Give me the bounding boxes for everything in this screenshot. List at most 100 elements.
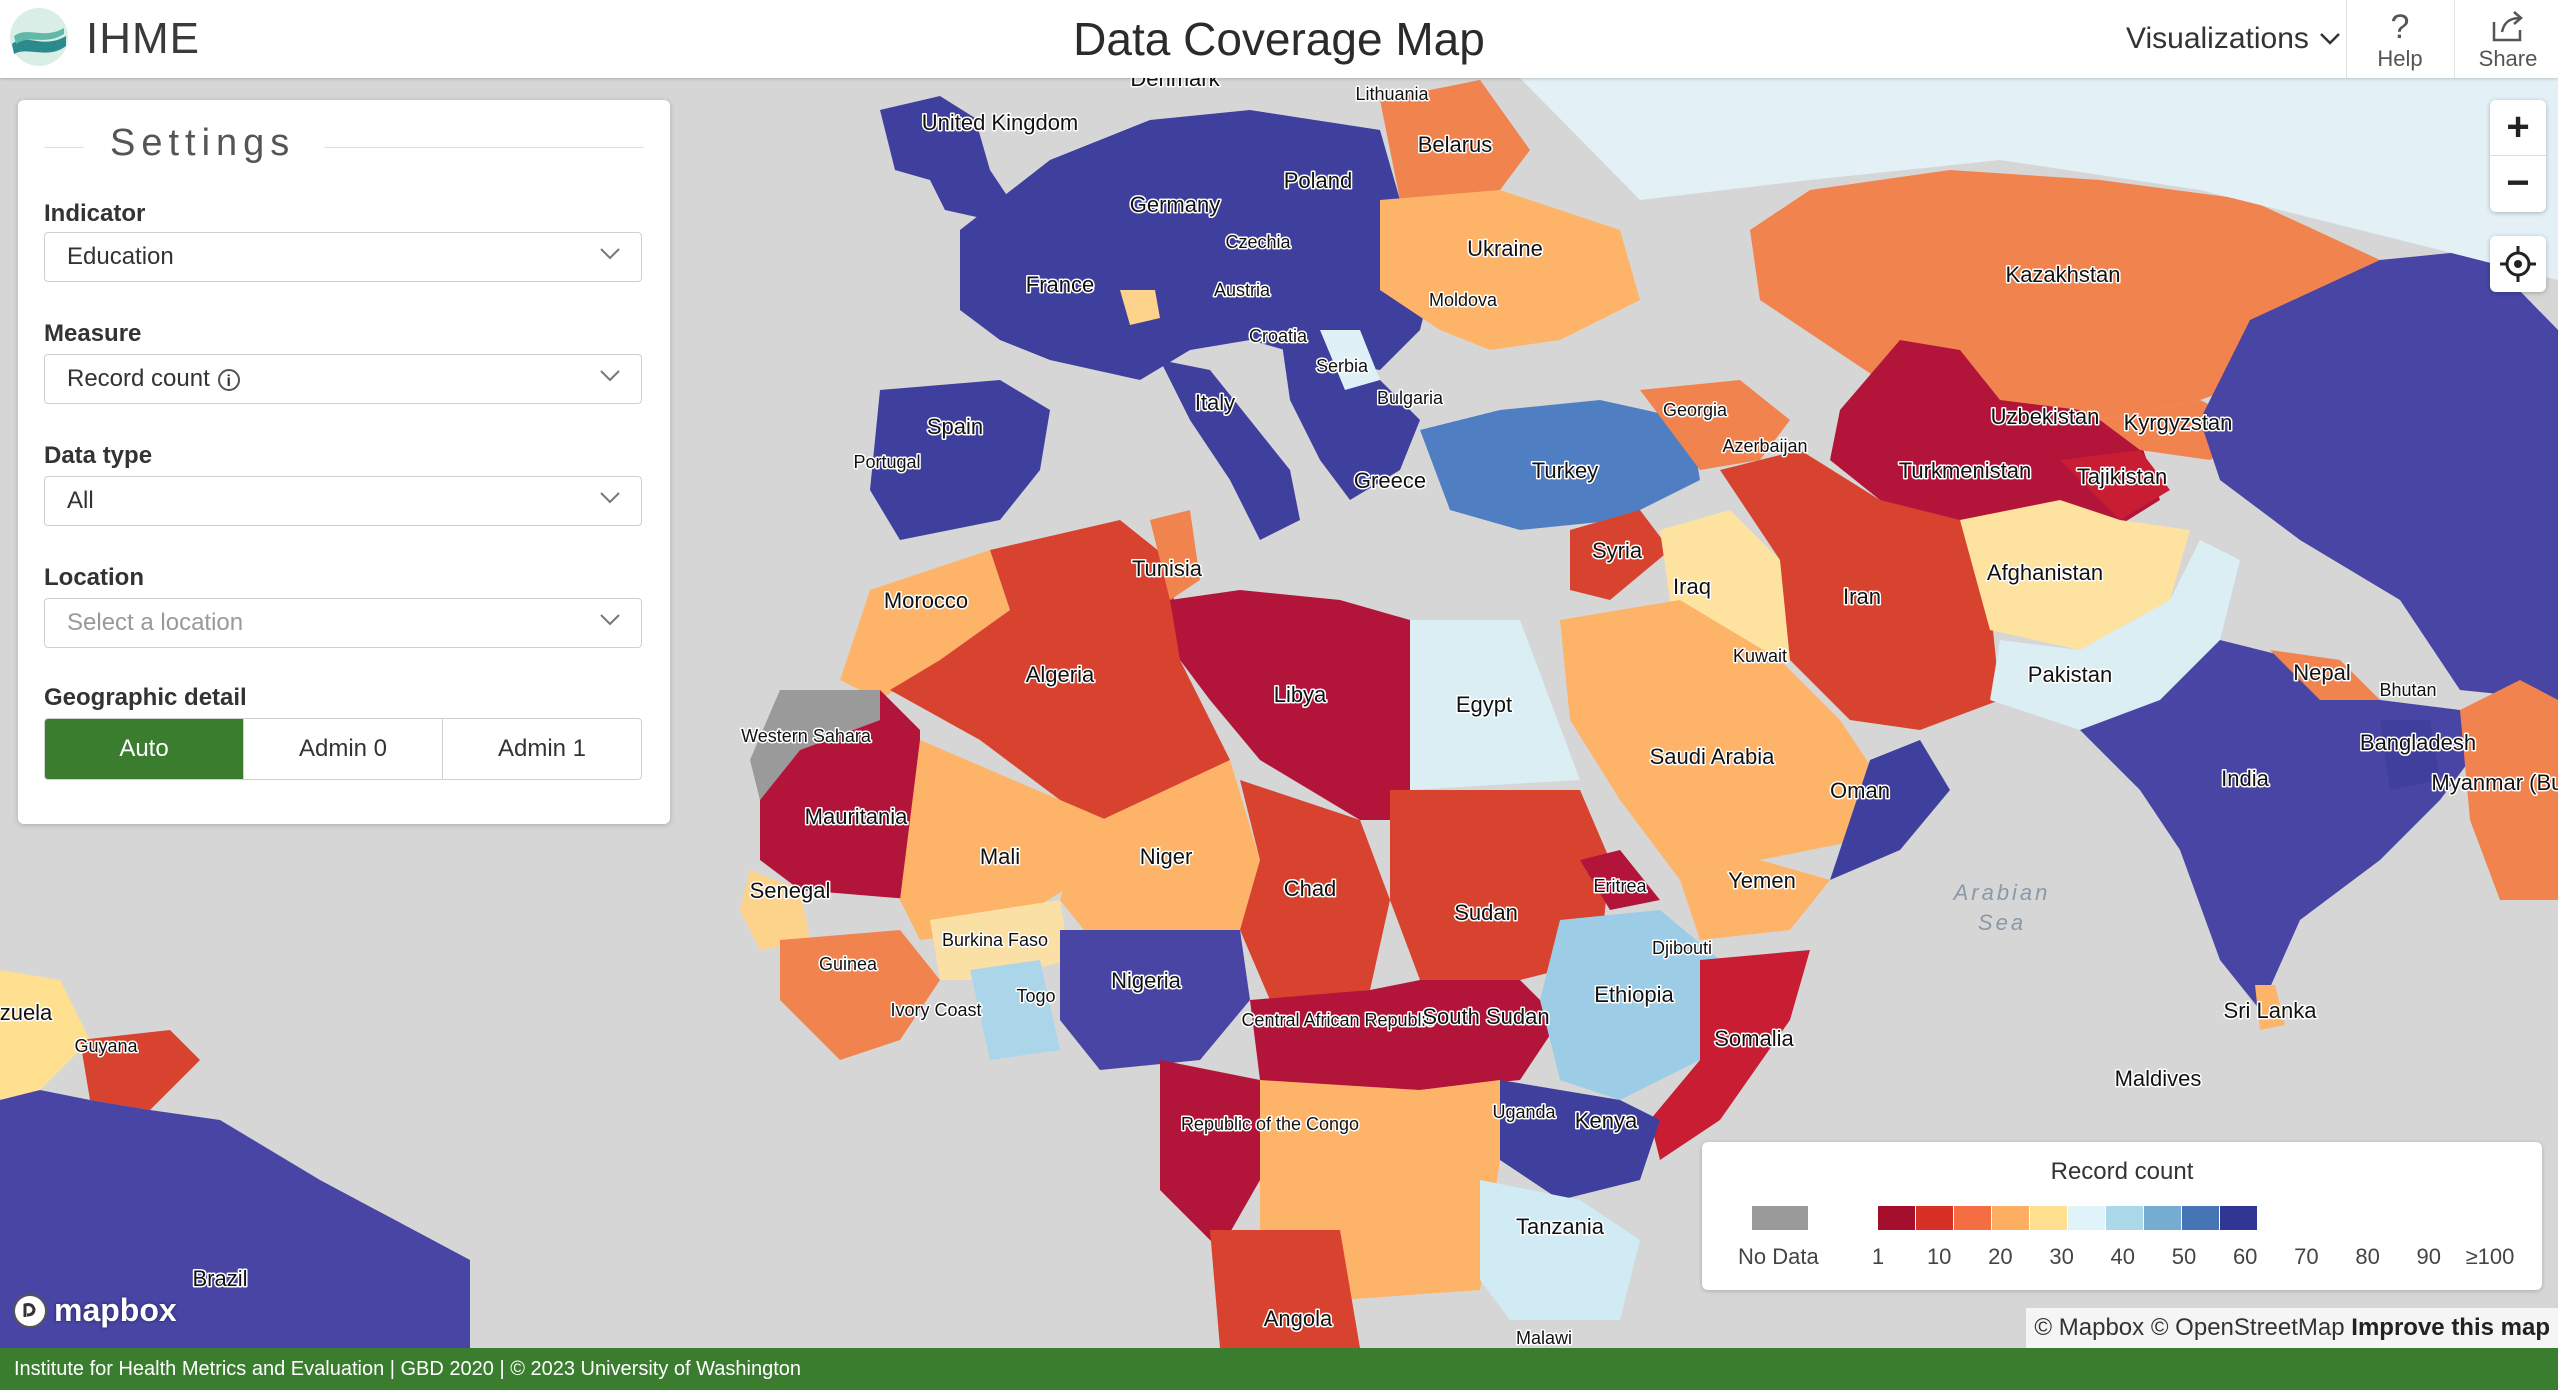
- improve-map-link[interactable]: Improve this map: [2351, 1314, 2550, 1341]
- region-italy[interactable]: [1160, 360, 1300, 540]
- region-united-kingdom[interactable]: [880, 96, 1010, 220]
- legend-swatch: [1878, 1206, 1915, 1230]
- map-legend: Record count No Data 1 10 20 30 40 50 60 70 80 90…: [1702, 1142, 2542, 1290]
- region-guinea-coast[interactable]: [780, 930, 940, 1060]
- region-caucasus[interactable]: [1640, 380, 1790, 470]
- region-syria[interactable]: [1570, 510, 1670, 600]
- region-guyana[interactable]: [80, 1030, 200, 1110]
- region-sri-lanka[interactable]: [2255, 985, 2285, 1030]
- help-button[interactable]: ? Help: [2346, 0, 2454, 78]
- region-turkey[interactable]: [1420, 400, 1700, 530]
- map-label: Turkmenistan: [1899, 458, 2031, 483]
- region-mauritania[interactable]: [760, 690, 920, 900]
- region-somalia[interactable]: [1650, 950, 1810, 1160]
- region-nigeria[interactable]: [1060, 930, 1250, 1070]
- region-senegal-coast[interactable]: [740, 870, 810, 950]
- region-western-sahara[interactable]: [750, 690, 880, 800]
- region-iberia[interactable]: [870, 380, 1050, 540]
- region-tanzania[interactable]: [1480, 1180, 1640, 1320]
- region-bangladesh[interactable]: [2380, 720, 2440, 790]
- region-europe-central[interactable]: [960, 110, 1440, 380]
- region-iraq[interactable]: [1660, 510, 1790, 670]
- mapbox-logo[interactable]: mapbox: [12, 1292, 177, 1329]
- region-yemen[interactable]: [1680, 860, 1830, 940]
- region-algeria[interactable]: [890, 520, 1230, 830]
- geographic-detail-label: Geographic detail: [44, 684, 247, 711]
- map-label: Central African Republic: [1241, 1010, 1434, 1030]
- region-libya[interactable]: [1170, 590, 1410, 820]
- region-tajikistan[interactable]: [2060, 450, 2170, 520]
- map-label: Bangladesh: [2360, 730, 2476, 755]
- region-afghanistan[interactable]: [1960, 500, 2190, 650]
- region-iran[interactable]: [1720, 450, 2000, 730]
- region-venezuela[interactable]: [0, 970, 90, 1100]
- region-saudi-arabia[interactable]: [1560, 600, 1880, 880]
- location-select[interactable]: Select a location: [44, 598, 642, 648]
- data-type-value: All: [67, 487, 94, 514]
- region-balkans[interactable]: [1280, 330, 1420, 500]
- data-type-select[interactable]: All: [44, 476, 642, 526]
- region-france-spot[interactable]: [1120, 290, 1160, 325]
- zoom-out-button[interactable]: −: [2506, 161, 2530, 205]
- region-congo[interactable]: [1160, 1060, 1260, 1250]
- legend-tick: 50: [2171, 1244, 2197, 1269]
- region-myanmar[interactable]: [2460, 680, 2558, 900]
- region-china[interactable]: [2200, 250, 2558, 700]
- region-eritrea[interactable]: [1580, 850, 1660, 910]
- region-kenya-uganda[interactable]: [1500, 1080, 1660, 1200]
- region-egypt[interactable]: [1410, 620, 1580, 790]
- region-tunisia[interactable]: [1150, 510, 1200, 600]
- region-burkina-faso[interactable]: [930, 900, 1070, 980]
- map-label: Azerbaijan: [1722, 436, 1807, 456]
- region-sudan[interactable]: [1390, 790, 1610, 980]
- map-label: Spain: [927, 414, 983, 439]
- map-label: Djibouti: [1652, 938, 1712, 958]
- zoom-in-button[interactable]: +: [2490, 100, 2546, 156]
- map-label: Denmark: [1130, 78, 1220, 91]
- visualizations-menu[interactable]: Visualizations: [2126, 22, 2341, 56]
- map-label: Mauritania: [805, 804, 908, 829]
- map-label: Afghanistan: [1987, 560, 2103, 585]
- region-serbia[interactable]: [1320, 330, 1380, 390]
- map-label: Guyana: [74, 1036, 138, 1056]
- region-chad[interactable]: [1240, 780, 1390, 1000]
- indicator-select[interactable]: Education: [44, 232, 642, 282]
- region-india[interactable]: [2080, 640, 2470, 1010]
- region-uzbekistan-turkmenistan[interactable]: [1830, 340, 2160, 550]
- region-angola[interactable]: [1210, 1230, 1360, 1348]
- map-label: Poland: [1284, 168, 1353, 193]
- region-mali[interactable]: [900, 740, 1130, 940]
- region-ethiopia[interactable]: [1540, 910, 1720, 1100]
- geo-option-admin-1[interactable]: Admin 1: [497, 735, 587, 762]
- map-label: Moldova: [1429, 290, 1498, 310]
- region-morocco[interactable]: [840, 550, 1010, 700]
- map-label: Portugal: [853, 452, 920, 472]
- region-niger[interactable]: [1060, 760, 1260, 950]
- locate-button[interactable]: [2490, 236, 2546, 292]
- region-oman[interactable]: [1830, 740, 1950, 880]
- region-ghana-togo[interactable]: [970, 960, 1060, 1060]
- legend-swatch: [2030, 1206, 2067, 1230]
- map-label: Myanmar (Burma): [2431, 770, 2558, 795]
- region-ukraine[interactable]: [1380, 190, 1640, 350]
- region-nepal[interactable]: [2270, 650, 2380, 700]
- legend-tick: 30: [2049, 1244, 2074, 1269]
- geo-option-admin-0[interactable]: Admin 0: [244, 719, 443, 779]
- legend-swatch: [2068, 1206, 2105, 1230]
- measure-select[interactable]: Record count i: [44, 354, 642, 404]
- attribution-mapbox[interactable]: © Mapbox: [2034, 1314, 2145, 1341]
- legend-tick: 70: [2294, 1244, 2319, 1269]
- map-label: Chad: [1284, 876, 1337, 901]
- region-brazil[interactable]: [0, 1090, 470, 1348]
- info-icon[interactable]: i: [217, 368, 240, 391]
- map-label: Mali: [980, 844, 1020, 869]
- geo-option-auto[interactable]: Auto: [45, 719, 244, 779]
- region-car-south-sudan[interactable]: [1250, 980, 1560, 1110]
- map-label: Iran: [1843, 584, 1881, 609]
- chevron-down-icon: [600, 614, 620, 626]
- region-belarus[interactable]: [1380, 80, 1530, 200]
- attribution-osm[interactable]: © OpenStreetMap: [2150, 1314, 2345, 1341]
- share-button[interactable]: Share: [2454, 0, 2558, 78]
- map-label: Serbia: [1316, 356, 1369, 376]
- map-label: Malawi: [1516, 1328, 1572, 1348]
